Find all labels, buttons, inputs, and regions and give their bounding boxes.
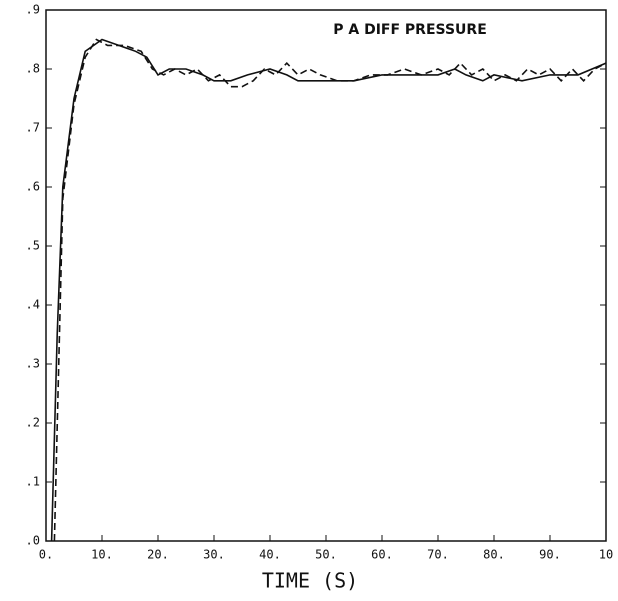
x-tick-label: 50. [315,548,337,562]
data-line [53,38,607,542]
y-tick-label: .4 [26,298,40,312]
y-tick-label: .5 [26,239,40,253]
y-tick-label: .7 [26,121,40,135]
y-tick-label: .3 [26,357,40,371]
x-tick-label: 40. [259,548,281,562]
x-tick-label: 20. [147,548,169,562]
x-tick-label: 80. [483,548,505,562]
y-tick-label: .8 [26,62,40,76]
x-tick-label: 70. [427,548,449,562]
x-tick-label: 0. [39,548,53,562]
chart-title: P A DIFF PRESSURE [333,22,487,38]
y-tick-label: .2 [26,416,40,430]
x-tick-label: 10. [91,548,113,562]
y-tick-label: .0 [26,534,40,548]
plot-frame [45,9,607,542]
x-tick-label: 30. [203,548,225,562]
x-tick-label: 10 [599,548,613,562]
y-tick-label: .6 [26,180,40,194]
y-tick-label: .1 [26,475,40,489]
x-axis-label: TIME (S) [262,569,358,593]
x-tick-label: 90. [539,548,561,562]
y-tick-label: .9 [26,3,40,17]
x-tick-label: 60. [371,548,393,562]
data-line [50,38,607,542]
